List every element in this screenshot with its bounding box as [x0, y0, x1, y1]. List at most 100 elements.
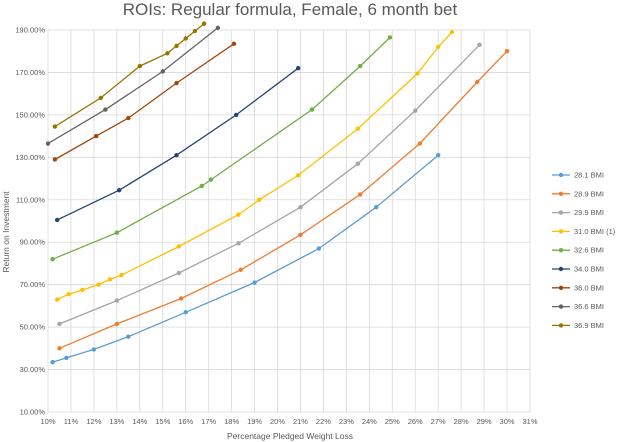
- data-point: [176, 270, 182, 276]
- data-point: [57, 321, 62, 327]
- x-tick-label: 13%: [109, 417, 124, 426]
- data-point: [234, 112, 239, 118]
- data-point: [176, 244, 182, 249]
- y-tick-label: 130.00%: [15, 153, 45, 162]
- data-point: [252, 280, 257, 285]
- y-tick-label: 190.00%: [15, 26, 45, 35]
- legend-marker: [558, 266, 564, 272]
- series-2: [57, 49, 510, 351]
- data-point: [119, 272, 124, 278]
- legend-entry: 31.0 BMI (1): [552, 227, 616, 236]
- series-5: [50, 35, 393, 262]
- data-point: [387, 35, 393, 40]
- series-line: [47, 27, 219, 145]
- data-point: [160, 69, 165, 74]
- data-point: [295, 66, 301, 71]
- x-tick-label: 19%: [247, 417, 262, 426]
- data-point: [103, 107, 108, 112]
- series-3: [57, 42, 482, 327]
- y-tick-label: 10.00%: [20, 408, 46, 417]
- x-tick-label: 17%: [201, 417, 216, 426]
- chart-title: ROIs: Regular formula, Female, 6 month b…: [123, 0, 458, 19]
- legend-label: 32.6 BMI: [574, 246, 604, 255]
- x-tick-label: 27%: [431, 417, 446, 426]
- data-point: [374, 205, 379, 210]
- data-point: [298, 205, 303, 210]
- data-point: [208, 177, 214, 182]
- series-line: [52, 36, 391, 260]
- data-point: [137, 63, 143, 69]
- data-point: [45, 141, 51, 146]
- series-layer: [45, 21, 510, 365]
- legend-entry: 36.9 BMI: [552, 321, 604, 330]
- data-point: [174, 80, 179, 86]
- y-axis-ticks: 10.00% 30.00% 50.00% 70.00% 90.00% 110.00% 130…: [15, 26, 45, 417]
- data-point: [316, 246, 322, 251]
- data-point: [174, 153, 179, 158]
- series-line: [52, 154, 439, 363]
- data-point: [238, 267, 243, 273]
- legend-entry: 34.0 BMI: [552, 265, 604, 274]
- x-tick-label: 28%: [454, 417, 469, 426]
- data-point: [435, 44, 441, 50]
- data-point: [114, 298, 120, 303]
- y-tick-label: 90.00%: [20, 238, 46, 247]
- x-tick-label: 15%: [155, 417, 170, 426]
- y-tick-label: 70.00%: [20, 280, 46, 289]
- x-tick-label: 12%: [86, 417, 101, 426]
- series-6: [54, 66, 301, 223]
- x-tick-label: 16%: [178, 417, 193, 426]
- y-tick-label: 50.00%: [20, 323, 46, 332]
- legend-marker: [558, 229, 564, 234]
- y-tick-label: 30.00%: [20, 365, 46, 374]
- legend-label: 31.0 BMI (1): [574, 227, 616, 236]
- data-point: [236, 212, 241, 217]
- data-point: [126, 115, 131, 121]
- data-point: [52, 124, 58, 129]
- data-point: [449, 29, 455, 35]
- data-point: [91, 347, 97, 352]
- x-tick-label: 23%: [339, 417, 354, 426]
- series-7: [52, 41, 237, 162]
- data-point: [256, 197, 262, 202]
- series-8: [45, 25, 221, 146]
- series-line: [59, 44, 480, 325]
- y-tick-label: 110.00%: [16, 195, 45, 204]
- y-axis-title: Return on Investment: [1, 191, 11, 273]
- data-point: [57, 346, 62, 351]
- y-tick-label: 170.00%: [15, 68, 45, 77]
- x-axis-ticks: 10% 11% 12% 13% 14% 15% 16% 17% 18% 19% 20% 21% 22% 2…: [40, 417, 537, 426]
- legend-entry: 28.1 BMI: [552, 171, 604, 180]
- x-tick-label: 30%: [500, 417, 515, 426]
- data-point: [231, 41, 237, 46]
- series-line: [56, 31, 453, 301]
- x-tick-label: 10%: [40, 417, 55, 426]
- data-point: [50, 359, 55, 365]
- data-point: [298, 232, 303, 237]
- x-tick-label: 22%: [316, 417, 331, 426]
- data-point: [183, 36, 188, 41]
- legend-label: 29.9 BMI: [574, 208, 604, 217]
- legend-entry: 36.0 BMI: [552, 283, 604, 292]
- data-point: [107, 277, 113, 282]
- data-point: [178, 296, 184, 301]
- data-point: [66, 292, 71, 297]
- data-point: [435, 153, 441, 158]
- data-point: [355, 126, 361, 131]
- series-line: [54, 43, 235, 161]
- legend-label: 28.9 BMI: [574, 189, 604, 198]
- legend-label: 36.9 BMI: [574, 321, 604, 330]
- x-tick-label: 18%: [224, 417, 239, 426]
- data-point: [52, 157, 58, 162]
- data-point: [355, 161, 361, 166]
- legend-entry: 28.9 BMI: [552, 189, 604, 198]
- x-tick-label: 26%: [408, 417, 423, 426]
- data-point: [215, 25, 221, 31]
- legend-label: 28.1 BMI: [574, 171, 604, 180]
- data-point: [413, 108, 418, 113]
- legend-marker: [558, 191, 564, 196]
- series-9: [52, 21, 207, 129]
- data-point: [116, 188, 122, 193]
- legend-marker: [558, 210, 564, 215]
